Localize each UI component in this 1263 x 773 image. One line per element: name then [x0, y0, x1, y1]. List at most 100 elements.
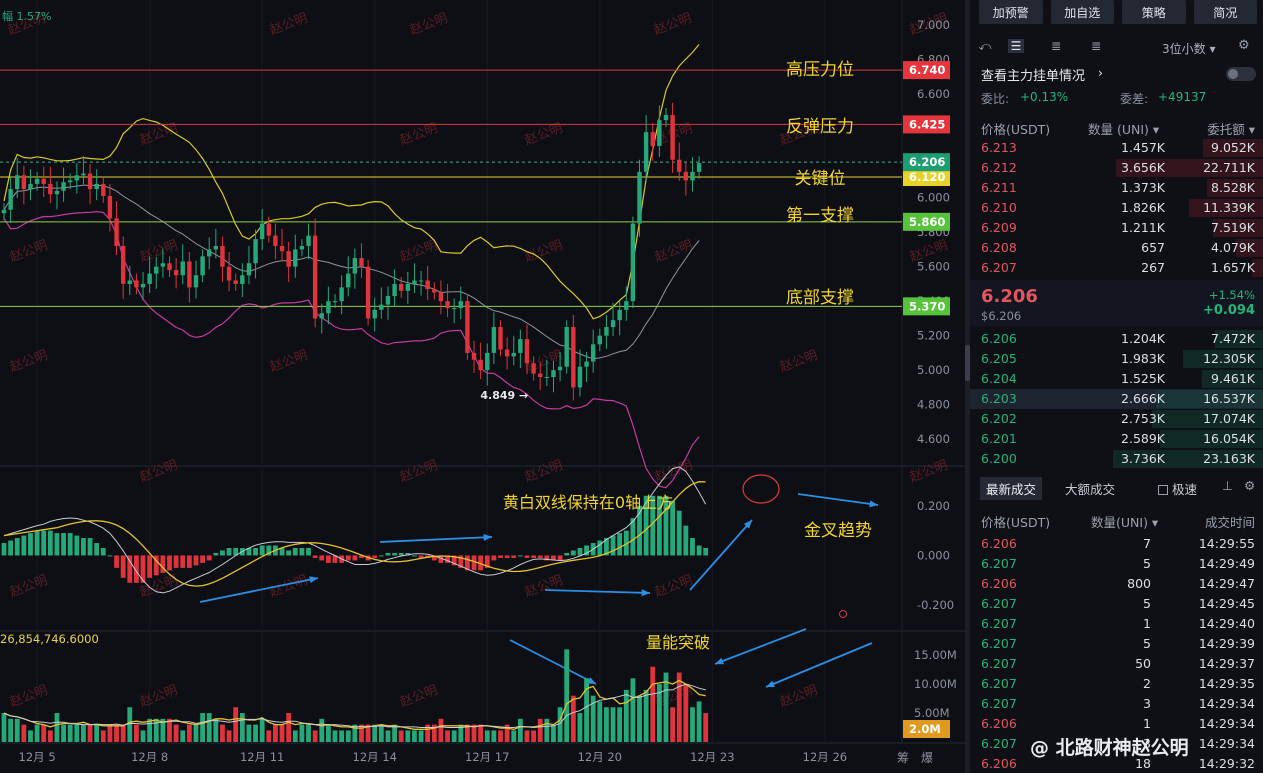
trade-row[interactable]: 6.207 5 14:29:49: [970, 554, 1263, 574]
ask-row[interactable]: 6.207 267 1.657K: [970, 258, 1263, 278]
panel-divider[interactable]: [965, 0, 970, 773]
ask-row[interactable]: 6.210 1.826K 11.339K: [970, 198, 1263, 218]
bid-row[interactable]: 6.206 1.204K 7.472K: [970, 329, 1263, 349]
trade-row[interactable]: 6.207 1 14:29:40: [970, 614, 1263, 634]
tab-large-trades[interactable]: 大额成交: [1065, 482, 1116, 497]
trade-row[interactable]: 6.207 2 14:29:35: [970, 674, 1263, 694]
candlestick-chart[interactable]: 赵公明 赵公明 赵公明 赵公明 赵公明赵公明 赵公明 赵公明 赵公明赵公明 赵公明 赵公明 赵公明赵…: [0, 0, 965, 773]
candle-body: [359, 258, 364, 267]
toggle-switch[interactable]: [1226, 67, 1256, 81]
volume-current-label: 2.0M: [909, 722, 941, 736]
candle-body: [246, 263, 252, 276]
trade-row[interactable]: 6.207 5 14:29:39: [970, 634, 1263, 654]
trades-list: 6.206 7 14:29:55 6.207 5 14:29:49 6.206 800 14:2…: [970, 534, 1263, 773]
qty-cell: 3.736K: [1121, 451, 1165, 466]
main-order-link[interactable]: 查看主力挂单情况 ›: [970, 64, 1263, 84]
overview-button[interactable]: 简况: [1193, 0, 1257, 24]
ratio-row: 委比: +0.13% 委差: +49137: [970, 90, 1263, 108]
macd-bar: [233, 548, 239, 556]
trade-row[interactable]: 6.206 800 14:29:47: [970, 574, 1263, 594]
macd-bar: [94, 543, 100, 556]
decimal-select[interactable]: 3位小数 ▾: [1162, 42, 1216, 56]
chart-area[interactable]: 赵公明 赵公明 赵公明 赵公明 赵公明 赵公明 赵公明 赵公明 赵公明 赵公明 赵公明 赵公明 赵公明赵…: [0, 0, 965, 773]
macd-bar: [359, 555, 364, 558]
bid-row[interactable]: 6.204 1.525K 9.461K: [970, 369, 1263, 389]
price-cell: 6.207: [981, 736, 1017, 751]
gear-icon[interactable]: ⚙: [1244, 478, 1256, 493]
ask-row[interactable]: 6.211 1.373K 8.528K: [970, 178, 1263, 198]
trade-row[interactable]: 6.206 7 14:29:55: [970, 534, 1263, 554]
candle-body: [94, 183, 99, 190]
bid-row[interactable]: 6.201 2.589K 16.054K: [970, 429, 1263, 449]
author-signature: @ 北路财神赵公明: [1030, 737, 1189, 759]
macd-bar: [551, 555, 556, 561]
gear-icon[interactable]: ⚙: [1238, 38, 1250, 53]
bids-view-icon[interactable]: ≣: [1050, 39, 1062, 53]
trade-row[interactable]: 6.206 1 14:29:34: [970, 714, 1263, 734]
bid-row[interactable]: 6.202 2.753K 17.074K: [970, 409, 1263, 429]
ask-row[interactable]: 6.213 1.457K 9.052K: [970, 138, 1263, 158]
add-alert-button[interactable]: 加预警: [979, 0, 1043, 24]
volume-bar: [584, 678, 589, 742]
level-tag: [903, 297, 950, 316]
volume-bar: [120, 724, 126, 742]
candle-body: [564, 327, 569, 367]
ask-row[interactable]: 6.208 657 4.079K: [970, 238, 1263, 258]
qty-header[interactable]: 数量 (UNI) ▾: [1088, 122, 1160, 137]
top-button-bar: 加预警 加自选 策略 简况: [970, 0, 1263, 28]
volume-bar: [491, 730, 497, 742]
tab-latest-trades[interactable]: 最新成交: [980, 477, 1043, 500]
volume-bar: [299, 724, 305, 742]
price-cell: 6.201: [981, 431, 1017, 446]
price-cell: 6.205: [981, 351, 1017, 366]
depth-bar: [1202, 370, 1263, 388]
strategy-button[interactable]: 策略: [1122, 0, 1186, 24]
filter-icon[interactable]: ⊥: [1222, 478, 1233, 493]
candle-body: [48, 183, 53, 195]
trade-row[interactable]: 6.207 50 14:29:37: [970, 654, 1263, 674]
collapse-handle[interactable]: [965, 345, 970, 381]
add-watchlist-button[interactable]: 加自选: [1050, 0, 1114, 24]
macd-dif-line: [3, 466, 707, 594]
bid-row[interactable]: 6.203 2.666K 16.537K: [970, 389, 1263, 409]
volume-bar: [54, 713, 60, 742]
asks-view-icon[interactable]: ≣: [1090, 39, 1102, 53]
volume-bar: [392, 724, 397, 742]
macd-bar: [34, 530, 40, 556]
bid-row[interactable]: 6.200 3.736K 23.163K: [970, 449, 1263, 469]
trade-row[interactable]: 6.206 18 14:29:32: [970, 754, 1263, 773]
expand-icon[interactable]: ⤺: [978, 39, 992, 53]
macd-bar: [140, 555, 146, 583]
trade-price-header: 价格(USDT): [981, 515, 1051, 530]
bid-row[interactable]: 6.205 1.983K 12.305K: [970, 349, 1263, 369]
main-order-link-text[interactable]: 查看主力挂单情况: [981, 69, 1086, 84]
trade-qty-header[interactable]: 数量(UNI) ▾: [1091, 515, 1159, 530]
date-axis-label: 12月 8: [131, 750, 168, 764]
candle-body: [286, 251, 291, 267]
watermark-text: 赵公明: [8, 573, 50, 600]
both-sides-view-icon[interactable]: ☰: [1008, 39, 1024, 53]
qty-cell: 1.826K: [1121, 200, 1165, 215]
candle-body: [557, 366, 563, 371]
macd-bar: [292, 548, 298, 556]
ask-row[interactable]: 6.212 3.656K 22.711K: [970, 158, 1263, 178]
macd-bar: [173, 555, 179, 568]
trade-row[interactable]: 6.207 3 14:29:34: [970, 694, 1263, 714]
weicha-label: 委差:: [1120, 92, 1149, 106]
ask-row[interactable]: 6.209 1.211K 7.519K: [970, 218, 1263, 238]
candle-body: [326, 301, 331, 314]
qty-cell: 3.656K: [1121, 160, 1165, 175]
candle-body: [134, 280, 139, 288]
volume-bar: [279, 724, 285, 742]
trade-row[interactable]: 6.207 5 14:29:45: [970, 594, 1263, 614]
macd-bar: [630, 518, 636, 556]
volume-bar: [107, 724, 113, 742]
total-header[interactable]: 委托额 ▾: [1207, 122, 1255, 137]
candle-body: [1, 209, 7, 214]
macd-bar: [352, 555, 358, 561]
fast-checkbox[interactable]: 极速: [1158, 479, 1197, 498]
candle-body: [160, 263, 166, 267]
volume-bar: [663, 672, 669, 742]
volume-bar: [34, 724, 40, 742]
trade-row[interactable]: 6.207 3 14:29:34: [970, 734, 1263, 754]
